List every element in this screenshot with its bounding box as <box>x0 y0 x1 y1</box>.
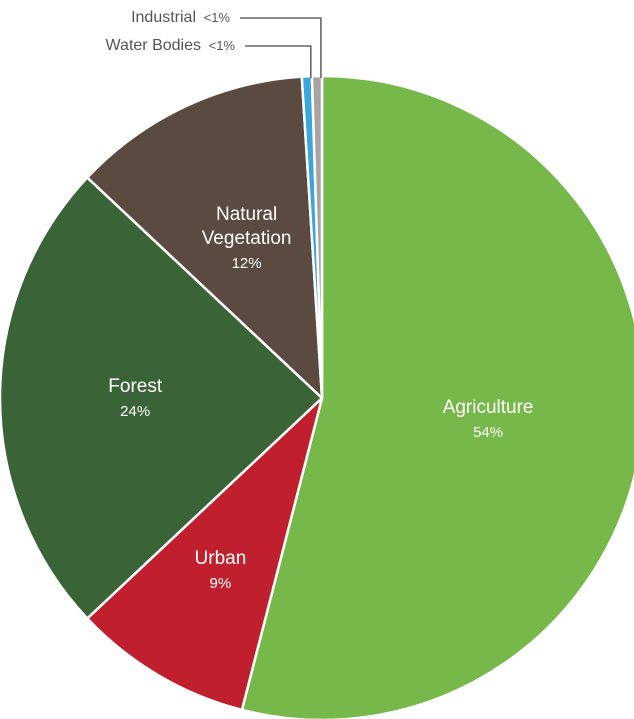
callout-percent-water-bodies: <1% <box>209 38 236 53</box>
slice-label-natural-vegetation: Natural Vegetation 12% <box>202 204 292 272</box>
slice-percent-urban: 9% <box>210 575 232 592</box>
slice-name-natural-vegetation-line-2: Vegetation <box>202 228 292 249</box>
slice-name-urban: Urban <box>195 548 247 569</box>
callout-percent-industrial: <1% <box>204 10 231 25</box>
slice-percent-forest: 24% <box>120 403 150 420</box>
pie-labels: Agriculture 54% Urban 9% Forest 24% Natural Veg… <box>106 9 534 592</box>
leader-line-industrial <box>240 17 322 78</box>
pie-slice-industrial <box>310 74 324 400</box>
callout-name-industrial: Industrial <box>131 9 196 26</box>
pie-slice-natural-vegetation <box>86 75 324 400</box>
callout-name-water-bodies: Water Bodies <box>106 37 201 54</box>
pie-slices <box>0 74 634 719</box>
slice-name-agriculture: Agriculture <box>443 397 534 418</box>
slice-percent-agriculture: 54% <box>473 424 503 441</box>
slice-name-natural-vegetation-line-1: Natural <box>216 204 277 225</box>
slice-label-agriculture: Agriculture 54% <box>443 397 534 441</box>
pie-slice-agriculture <box>240 74 634 719</box>
pie-slice-forest <box>0 176 324 620</box>
slice-percent-natural-vegetation: 12% <box>232 255 262 272</box>
pie-slice-urban <box>86 396 324 712</box>
slice-label-urban: Urban 9% <box>195 548 247 592</box>
leader-line-water-bodies <box>245 45 312 79</box>
slice-name-forest: Forest <box>108 376 163 397</box>
slice-label-forest: Forest 24% <box>108 376 163 420</box>
callout-leader-lines <box>240 17 322 79</box>
